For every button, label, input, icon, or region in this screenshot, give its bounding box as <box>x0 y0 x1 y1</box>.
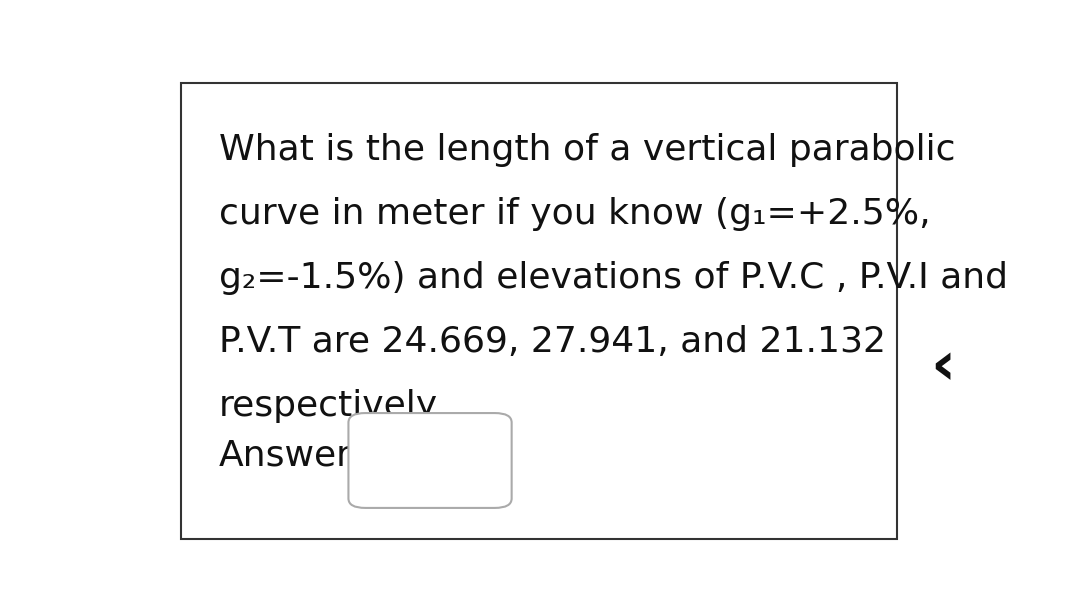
Text: ‹: ‹ <box>930 339 956 397</box>
Text: Answer:: Answer: <box>218 439 363 472</box>
FancyBboxPatch shape <box>349 413 512 508</box>
Text: What is the length of a vertical parabolic: What is the length of a vertical parabol… <box>218 133 955 167</box>
Text: respectively: respectively <box>218 389 437 423</box>
FancyBboxPatch shape <box>181 83 896 539</box>
Text: g₂=-1.5%) and elevations of P.V.C , P.V.I and: g₂=-1.5%) and elevations of P.V.C , P.V.… <box>218 261 1008 295</box>
Text: P.V.T are 24.669, 27.941, and 21.132: P.V.T are 24.669, 27.941, and 21.132 <box>218 325 886 359</box>
Text: curve in meter if you know (g₁=+2.5%,: curve in meter if you know (g₁=+2.5%, <box>218 197 930 231</box>
